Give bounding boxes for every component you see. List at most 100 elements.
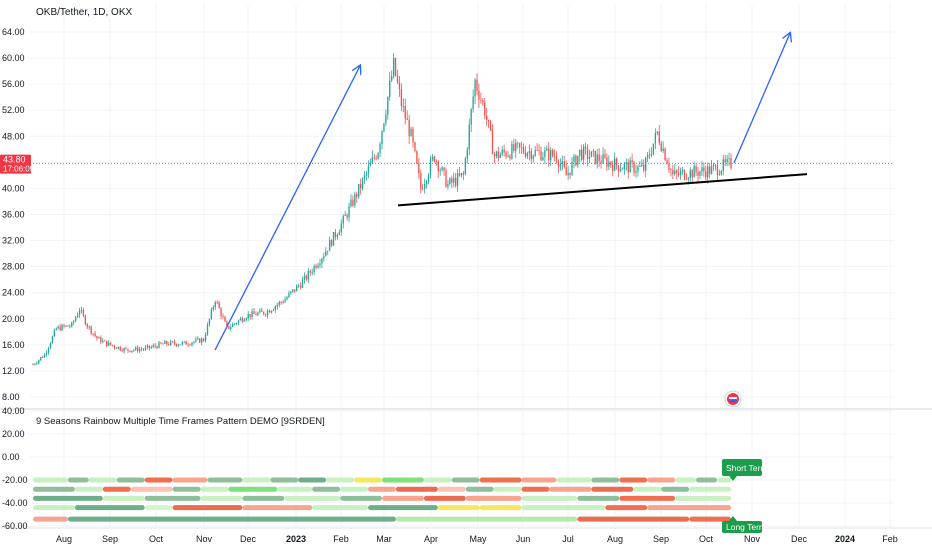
candle[interactable]	[534, 146, 536, 158]
candle[interactable]	[142, 347, 145, 352]
candle[interactable]	[396, 69, 399, 85]
candle[interactable]	[96, 335, 98, 341]
candle[interactable]	[532, 154, 534, 163]
candle[interactable]	[164, 339, 166, 345]
candle[interactable]	[600, 155, 602, 169]
candle[interactable]	[216, 300, 218, 305]
candle[interactable]	[666, 157, 668, 165]
candle[interactable]	[123, 347, 125, 354]
candle[interactable]	[51, 335, 54, 344]
candle[interactable]	[266, 308, 269, 319]
candle[interactable]	[129, 350, 131, 353]
candle[interactable]	[222, 313, 224, 319]
candle[interactable]	[575, 154, 577, 167]
candle[interactable]	[367, 160, 370, 179]
candle[interactable]	[171, 340, 174, 343]
candle[interactable]	[53, 328, 56, 337]
candle[interactable]	[195, 336, 197, 343]
candle[interactable]	[462, 170, 465, 181]
candle[interactable]	[344, 211, 346, 216]
candle[interactable]	[49, 342, 52, 350]
candle[interactable]	[336, 233, 339, 240]
candle[interactable]	[416, 150, 418, 165]
candle[interactable]	[247, 310, 249, 322]
candle[interactable]	[610, 161, 612, 168]
candle[interactable]	[402, 98, 405, 113]
candle[interactable]	[513, 138, 515, 153]
candle[interactable]	[193, 341, 195, 345]
candle[interactable]	[288, 290, 290, 299]
candle[interactable]	[550, 147, 552, 167]
candle[interactable]	[102, 338, 104, 343]
candle[interactable]	[650, 147, 653, 158]
candle[interactable]	[439, 167, 441, 176]
candle[interactable]	[270, 310, 273, 314]
candle[interactable]	[629, 157, 631, 173]
candle[interactable]	[631, 153, 633, 168]
candle[interactable]	[150, 345, 152, 350]
candle[interactable]	[528, 144, 531, 161]
candle[interactable]	[422, 183, 424, 191]
candle[interactable]	[441, 165, 443, 172]
candle[interactable]	[88, 325, 90, 330]
candle[interactable]	[431, 154, 434, 162]
candle[interactable]	[160, 342, 162, 345]
candle[interactable]	[82, 307, 85, 318]
symbol-title[interactable]: OKB/Tether, 1D, OKX	[36, 7, 132, 18]
candle[interactable]	[328, 236, 331, 251]
candle[interactable]	[38, 359, 40, 365]
long-term-label[interactable]: Long Term	[722, 516, 766, 533]
candle[interactable]	[327, 250, 329, 256]
candle[interactable]	[220, 306, 222, 320]
candle[interactable]	[67, 325, 69, 327]
candle[interactable]	[670, 167, 672, 177]
candle[interactable]	[113, 344, 116, 350]
candle[interactable]	[497, 146, 500, 162]
candle[interactable]	[253, 308, 255, 314]
candle[interactable]	[730, 153, 732, 170]
candle[interactable]	[309, 269, 311, 277]
candle[interactable]	[92, 333, 94, 337]
candle[interactable]	[282, 299, 284, 304]
indicator-axis[interactable]: 40.00 20.00 0.00 -20.00 -40.00 -60.00	[2, 406, 28, 531]
candle[interactable]	[228, 326, 230, 330]
candle[interactable]	[429, 155, 432, 179]
candle[interactable]	[420, 169, 422, 194]
candle[interactable]	[276, 302, 278, 310]
candle[interactable]	[660, 140, 662, 153]
candle[interactable]	[42, 355, 44, 358]
candle[interactable]	[404, 98, 406, 125]
candle[interactable]	[284, 296, 286, 303]
candle[interactable]	[330, 239, 333, 248]
candle[interactable]	[321, 257, 323, 269]
candle[interactable]	[208, 318, 211, 327]
candle[interactable]	[639, 160, 641, 168]
candle[interactable]	[710, 159, 713, 175]
candle[interactable]	[511, 140, 513, 160]
candle[interactable]	[641, 159, 643, 168]
candle[interactable]	[389, 71, 391, 101]
candle[interactable]	[315, 263, 317, 270]
candle[interactable]	[598, 148, 600, 167]
candle[interactable]	[173, 339, 176, 346]
candle[interactable]	[94, 330, 96, 338]
candle[interactable]	[501, 146, 503, 157]
candle[interactable]	[548, 141, 550, 167]
candle[interactable]	[346, 213, 348, 221]
candle[interactable]	[584, 142, 587, 155]
candle[interactable]	[356, 191, 358, 203]
candle[interactable]	[385, 109, 387, 127]
candle[interactable]	[201, 337, 203, 346]
candlestick-series[interactable]	[32, 52, 732, 366]
candle[interactable]	[720, 170, 722, 177]
candle[interactable]	[627, 158, 629, 179]
candle[interactable]	[451, 175, 453, 188]
candle[interactable]	[561, 155, 563, 171]
candle[interactable]	[350, 194, 352, 208]
candle[interactable]	[581, 144, 583, 162]
indicator-band-row[interactable]	[33, 477, 731, 483]
candle[interactable]	[106, 340, 108, 348]
rainbow-indicator-bands[interactable]	[33, 477, 731, 522]
candle[interactable]	[363, 171, 366, 184]
candle[interactable]	[278, 300, 280, 308]
